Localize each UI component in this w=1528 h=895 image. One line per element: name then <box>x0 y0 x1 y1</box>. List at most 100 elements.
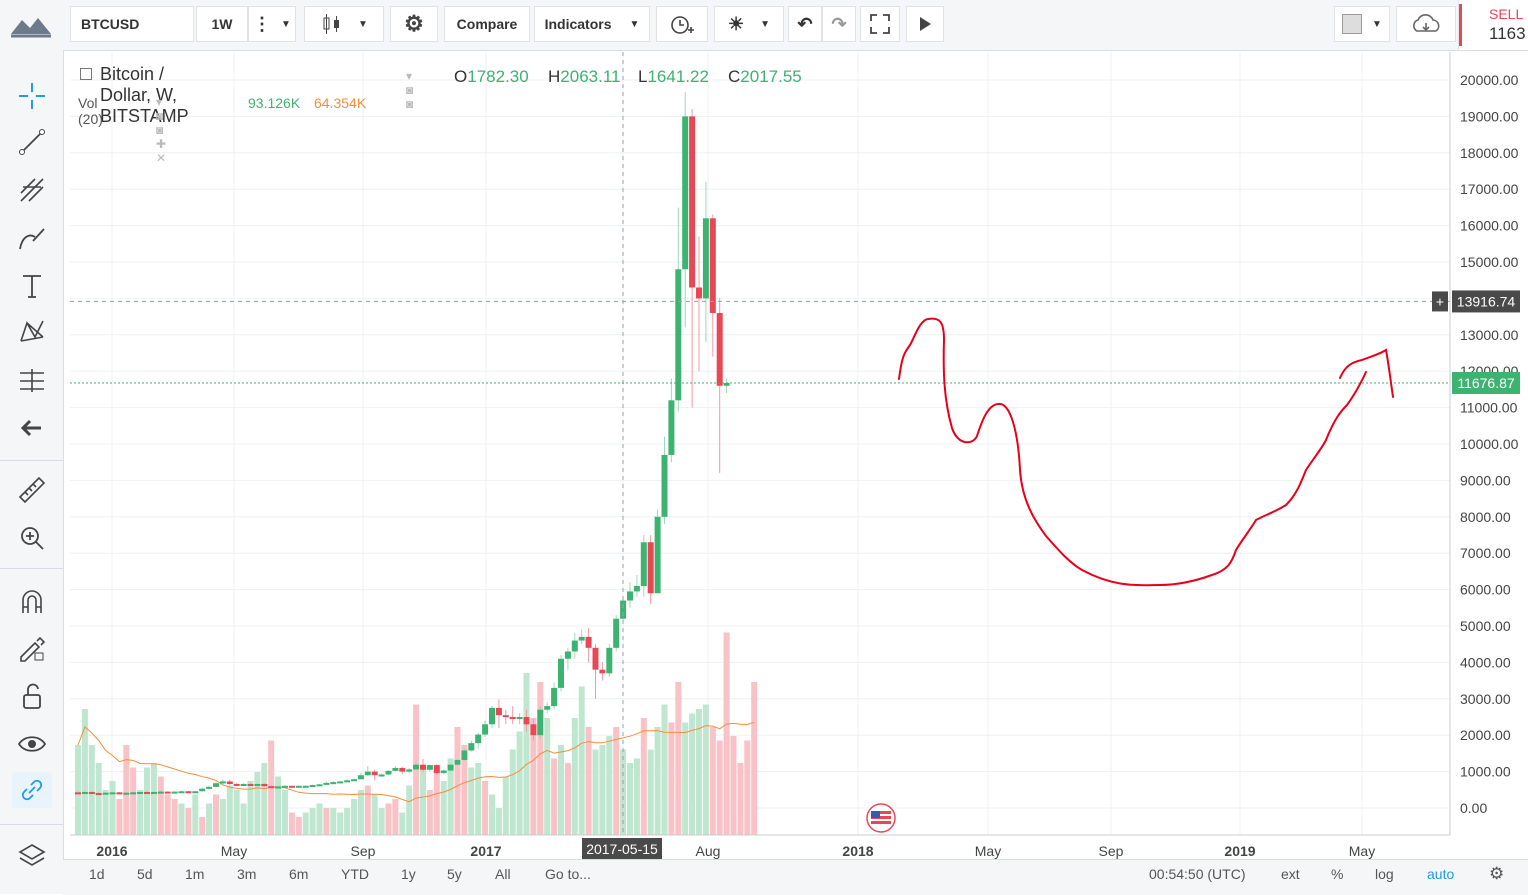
candle-body <box>75 792 81 795</box>
sidebar-divider <box>0 824 63 825</box>
volume-bar <box>75 745 81 835</box>
volume-bar <box>627 763 633 835</box>
time-tick-label: 2019 <box>1224 843 1255 859</box>
fullscreen-icon <box>870 14 890 34</box>
range-button-5y[interactable]: 5y <box>447 866 462 882</box>
range-button-ytd[interactable]: YTD <box>341 866 369 882</box>
log-toggle[interactable]: log <box>1375 866 1394 882</box>
save-cloud-button[interactable] <box>1396 6 1456 42</box>
text-tool[interactable] <box>12 268 52 304</box>
volume-bar <box>385 803 392 835</box>
candle-body <box>433 765 440 774</box>
ohlc-open: O1782.30 <box>454 67 529 87</box>
volume-bar <box>233 790 240 835</box>
text-icon <box>23 275 41 298</box>
range-button-1d[interactable]: 1d <box>89 866 105 882</box>
volume-bar <box>130 767 137 835</box>
candle-body <box>385 770 392 775</box>
auto-toggle[interactable]: auto <box>1427 866 1455 882</box>
magnet-icon <box>22 590 42 613</box>
ext-toggle[interactable]: ext <box>1281 866 1300 882</box>
candle-body <box>689 116 696 288</box>
zoom-tool[interactable] <box>12 520 52 556</box>
clock-label: 00:54:50 (UTC) <box>1149 866 1246 882</box>
volume-legend-buttons[interactable]: ▾ ◙ ◙ ✚ ✕ <box>156 95 167 165</box>
volume-bar <box>337 812 344 835</box>
range-button-6m[interactable]: 6m <box>289 866 309 882</box>
legend-settings-buttons[interactable]: ▾ ◙ ◙ <box>406 69 414 111</box>
candle-body <box>640 542 647 586</box>
volume-bar <box>509 749 516 835</box>
trendline-tool[interactable] <box>12 124 52 160</box>
measure-tool[interactable] <box>12 472 52 508</box>
candles-icon <box>323 14 340 34</box>
time-tick-label: Sep <box>1099 843 1124 859</box>
chart-type-button[interactable]: ▼ <box>304 6 384 42</box>
candle-body <box>702 218 709 299</box>
range-button-all[interactable]: All <box>495 866 511 882</box>
price-tick-label: 5000.00 <box>1460 618 1511 634</box>
range-button-5d[interactable]: 5d <box>137 866 153 882</box>
price-tick-label: 10000.00 <box>1460 436 1519 452</box>
pattern-tool[interactable] <box>12 314 52 350</box>
visibility-tool[interactable] <box>12 726 52 762</box>
magnet-tool[interactable] <box>12 584 52 620</box>
pencil-lock-icon <box>20 636 46 662</box>
candle-body <box>558 658 564 688</box>
crosshair-tool[interactable] <box>12 78 52 114</box>
prediction-tool[interactable] <box>12 362 52 398</box>
replay-button[interactable] <box>906 6 944 42</box>
indicators-button[interactable]: Indicators ▼ <box>534 6 650 42</box>
volume-bar <box>530 718 537 835</box>
settings-gear-icon[interactable]: ⚙ <box>1489 864 1505 883</box>
brush-icon <box>19 228 45 250</box>
range-button-1m[interactable]: 1m <box>185 866 205 882</box>
volume-bar <box>689 713 696 835</box>
hand-drawn-forecast <box>898 317 1367 587</box>
series-title: Bitcoin / Dollar, W, BITSTAMP <box>100 64 189 126</box>
time-tick-label: Sep <box>351 843 376 859</box>
candle-body <box>157 791 164 794</box>
candle-body <box>275 786 282 789</box>
candle-body <box>213 783 219 787</box>
candle-body <box>164 791 171 794</box>
candle-body <box>592 647 599 670</box>
candle-body <box>709 218 716 313</box>
volume-bar <box>116 799 123 835</box>
interval-more-button[interactable]: ⋮ ▼ <box>248 6 296 42</box>
candle-body <box>620 600 627 619</box>
logo-icon[interactable] <box>8 12 54 40</box>
sync-drawings-tool[interactable] <box>12 772 52 808</box>
ruler-icon <box>18 476 46 504</box>
legend-collapse-button[interactable] <box>80 68 92 80</box>
symbol-search-input[interactable]: BTCUSD <box>70 6 194 42</box>
range-button-1y[interactable]: 1y <box>401 866 416 882</box>
redo-button[interactable]: ↷ <box>822 6 856 42</box>
fib-tool[interactable] <box>12 172 52 208</box>
settings-button[interactable]: ⚙ <box>390 6 438 42</box>
object-tree-tool[interactable] <box>12 838 52 874</box>
fullscreen-button[interactable] <box>860 6 900 42</box>
candle-body <box>130 792 137 795</box>
arrow-left-icon <box>20 419 41 437</box>
flag-icon <box>866 803 896 833</box>
undo-button[interactable]: ↶ <box>788 6 822 42</box>
percent-toggle[interactable]: % <box>1331 866 1344 882</box>
lock-drawing-tool[interactable] <box>12 630 52 666</box>
interval-button[interactable]: 1W <box>196 6 248 42</box>
brush-tool[interactable] <box>12 220 52 256</box>
volume-bar <box>171 799 178 835</box>
layout-button[interactable]: ▼ <box>1334 6 1390 42</box>
lock-all-tool[interactable] <box>12 678 52 714</box>
alert-button[interactable] <box>656 6 708 42</box>
remove-drawings-tool[interactable] <box>12 410 52 446</box>
compare-button[interactable]: Compare <box>444 6 530 42</box>
goto-button[interactable]: Go to... <box>545 866 591 882</box>
ideas-button[interactable]: ☀ ▼ <box>714 6 784 42</box>
candle-body <box>88 791 95 794</box>
sell-button[interactable]: SELL 1163 <box>1458 0 1528 50</box>
volume-label: Vol (20) <box>78 95 103 127</box>
price-tick-label: 13000.00 <box>1460 327 1519 343</box>
range-button-3m[interactable]: 3m <box>237 866 257 882</box>
